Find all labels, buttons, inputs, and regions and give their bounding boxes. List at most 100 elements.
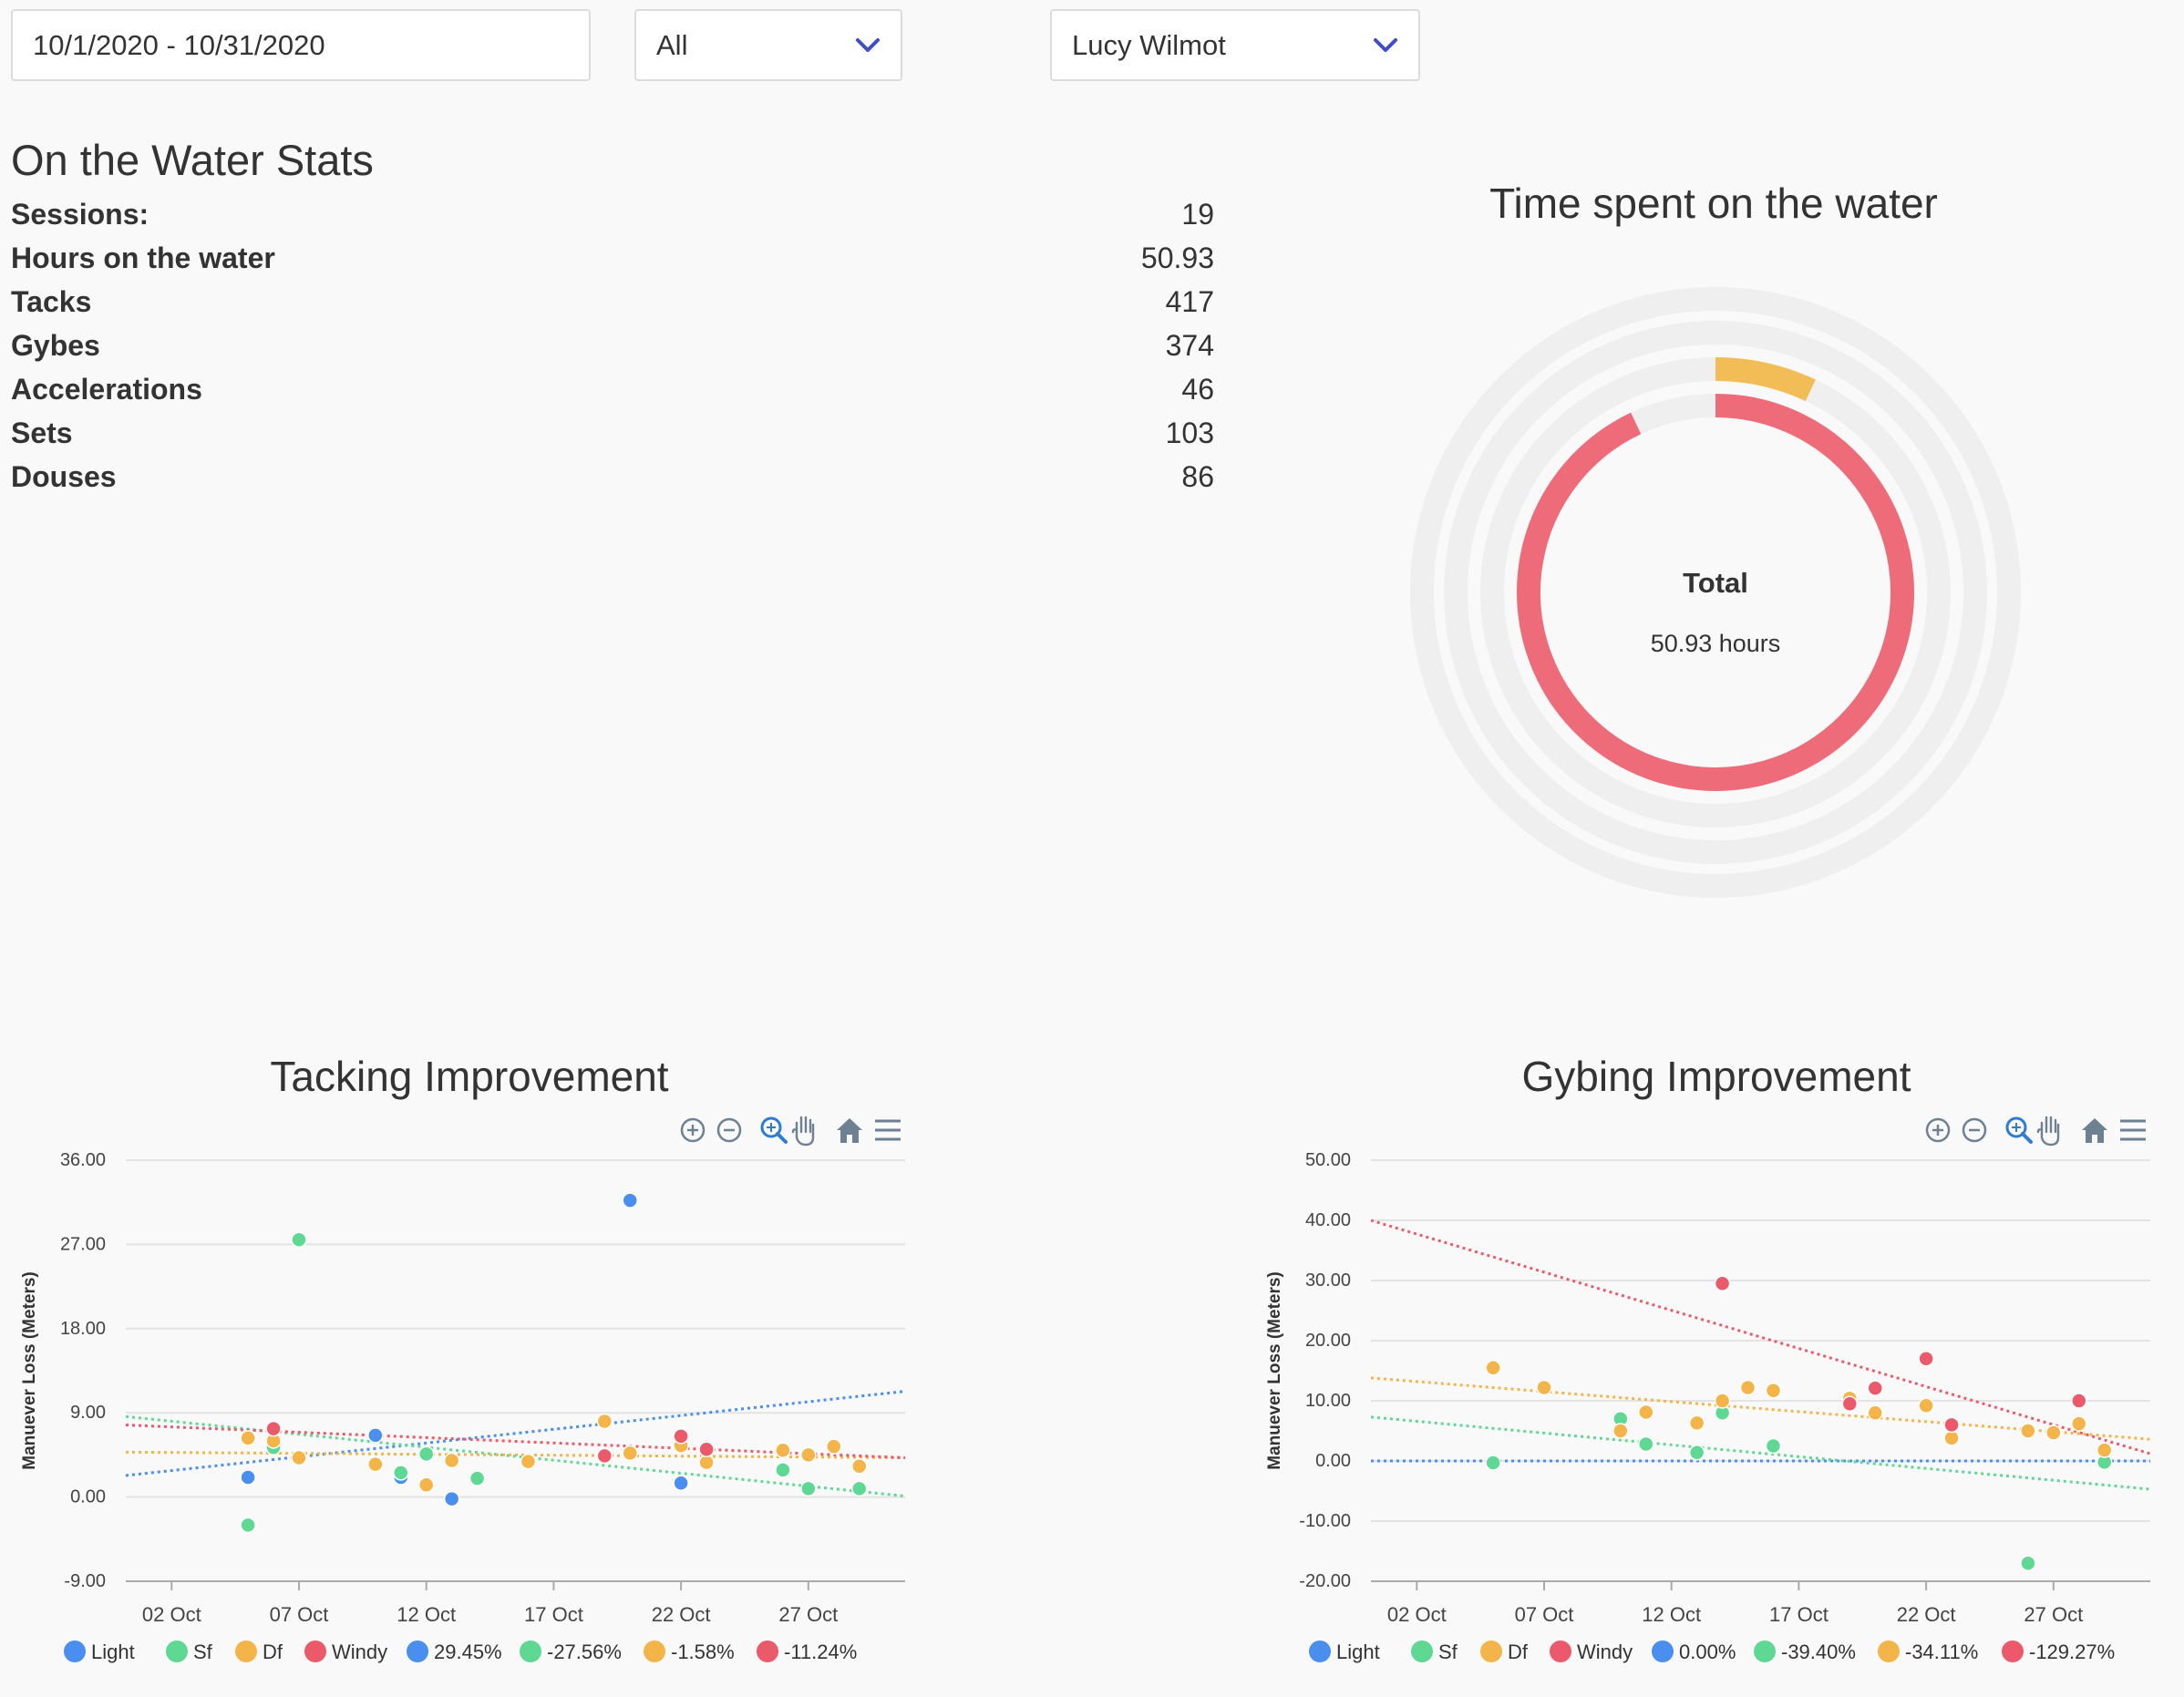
data-point-df[interactable] [775,1442,791,1459]
data-point-sf[interactable] [800,1480,817,1497]
data-point-windy[interactable] [673,1428,689,1445]
data-point-df[interactable] [291,1449,307,1466]
data-point-sf[interactable] [1688,1445,1705,1461]
data-point-df[interactable] [1612,1423,1629,1439]
legend-item-sf[interactable]: Sf [166,1640,213,1663]
legend-item-windy[interactable]: Windy [304,1640,387,1663]
legend-trend-light[interactable]: 0.00% [1652,1640,1736,1663]
legend-label: Df [1508,1640,1529,1663]
data-point-df[interactable] [520,1453,537,1470]
reset-home-icon[interactable] [2082,1118,2107,1143]
athlete-select-value: Lucy Wilmot [1072,28,1226,61]
legend-trend-light[interactable]: 29.45% [407,1640,502,1663]
category-select[interactable]: All [634,9,902,81]
data-point-df[interactable] [1638,1404,1654,1421]
data-point-sf[interactable] [1765,1437,1782,1455]
legend-item-windy[interactable]: Windy [1550,1640,1633,1663]
data-point-light[interactable] [622,1192,638,1208]
data-point-df[interactable] [1536,1379,1552,1396]
data-point-df[interactable] [1943,1430,1960,1446]
data-point-light[interactable] [367,1427,384,1444]
data-point-sf[interactable] [2020,1555,2036,1571]
data-point-df[interactable] [2096,1442,2113,1458]
date-range-value: 10/1/2020 - 10/31/2020 [33,28,325,61]
data-point-sf[interactable] [393,1465,409,1481]
data-point-windy[interactable] [698,1441,715,1457]
zoom-in-icon[interactable] [680,1117,706,1143]
data-point-windy[interactable] [1841,1395,1859,1413]
x-tick-label: 02 Oct [142,1603,201,1626]
ring-bar-df[interactable] [1715,357,1816,402]
data-point-light[interactable] [240,1469,256,1486]
menu-icon[interactable] [875,1119,901,1141]
date-range-input[interactable]: 10/1/2020 - 10/31/2020 [11,9,591,81]
legend-marker [1652,1640,1674,1662]
selection-zoom-icon[interactable] [2005,1116,2033,1144]
data-point-df[interactable] [1918,1397,1934,1414]
ring-bar-total[interactable] [1517,394,1914,791]
legend-trend-df[interactable]: -1.58% [644,1640,735,1663]
pan-icon[interactable] [791,1116,815,1147]
data-point-sf[interactable] [240,1517,256,1534]
legend-item-df[interactable]: Df [1480,1640,1529,1663]
data-point-df[interactable] [850,1457,868,1475]
zoom-in-icon[interactable] [1925,1117,1951,1143]
data-point-df[interactable] [443,1452,460,1469]
data-point-windy[interactable] [1714,1275,1731,1292]
data-point-sf[interactable] [291,1231,307,1249]
data-point-df[interactable] [1765,1383,1782,1399]
data-point-df[interactable] [1714,1393,1731,1409]
data-point-windy[interactable] [1918,1351,1934,1367]
legend-label: -27.56% [547,1640,622,1663]
pan-icon[interactable] [2036,1116,2060,1147]
data-point-df[interactable] [417,1476,435,1494]
data-point-df[interactable] [826,1438,842,1455]
legend-trend-sf[interactable]: -27.56% [520,1640,622,1663]
zoom-out-icon[interactable] [1962,1117,1987,1143]
data-point-df[interactable] [622,1445,638,1462]
legend-item-light[interactable]: Light [1309,1640,1380,1663]
data-point-windy[interactable] [2071,1393,2087,1409]
data-point-df[interactable] [596,1413,613,1430]
chevron-down-icon [856,38,880,52]
selection-zoom-icon[interactable] [760,1116,788,1144]
data-point-df[interactable] [800,1446,817,1464]
data-point-df[interactable] [698,1454,715,1471]
data-point-sf[interactable] [1638,1435,1654,1453]
data-point-windy[interactable] [1943,1416,1960,1434]
athlete-select[interactable]: Lucy Wilmot [1050,9,1420,81]
legend-item-sf[interactable]: Sf [1411,1640,1458,1663]
data-point-df[interactable] [1739,1379,1756,1396]
data-point-windy[interactable] [596,1447,613,1465]
data-point-sf[interactable] [417,1445,435,1463]
x-tick-label: 12 Oct [397,1603,456,1626]
data-point-light[interactable] [673,1475,689,1491]
data-point-df[interactable] [1867,1404,1883,1421]
data-point-df[interactable] [2045,1424,2062,1441]
data-point-sf[interactable] [1485,1455,1501,1471]
data-point-df[interactable] [2071,1415,2087,1432]
data-point-df[interactable] [1688,1414,1705,1432]
stat-label: Accelerations [11,373,202,406]
data-point-df[interactable] [367,1455,384,1473]
data-point-df[interactable] [1485,1359,1501,1376]
data-point-light[interactable] [443,1490,460,1507]
data-point-sf[interactable] [469,1470,486,1486]
reset-home-icon[interactable] [837,1118,862,1143]
legend-trend-df[interactable]: -34.11% [1878,1640,1978,1663]
data-point-df[interactable] [2020,1423,2036,1439]
legend-item-light[interactable]: Light [64,1640,135,1663]
legend-trend-windy[interactable]: -129.27% [2002,1640,2115,1663]
zoom-out-icon[interactable] [716,1117,742,1143]
data-point-windy[interactable] [265,1420,282,1437]
data-point-sf[interactable] [775,1462,791,1478]
stat-label: Douses [11,460,117,493]
legend-item-df[interactable]: Df [235,1640,283,1663]
legend-marker [1309,1640,1331,1662]
data-point-sf[interactable] [850,1480,868,1497]
data-point-df[interactable] [240,1430,256,1446]
legend-trend-sf[interactable]: -39.40% [1754,1640,1856,1663]
legend-trend-windy[interactable]: -11.24% [757,1640,857,1663]
menu-icon[interactable] [2120,1119,2146,1141]
data-point-windy[interactable] [1867,1380,1883,1396]
